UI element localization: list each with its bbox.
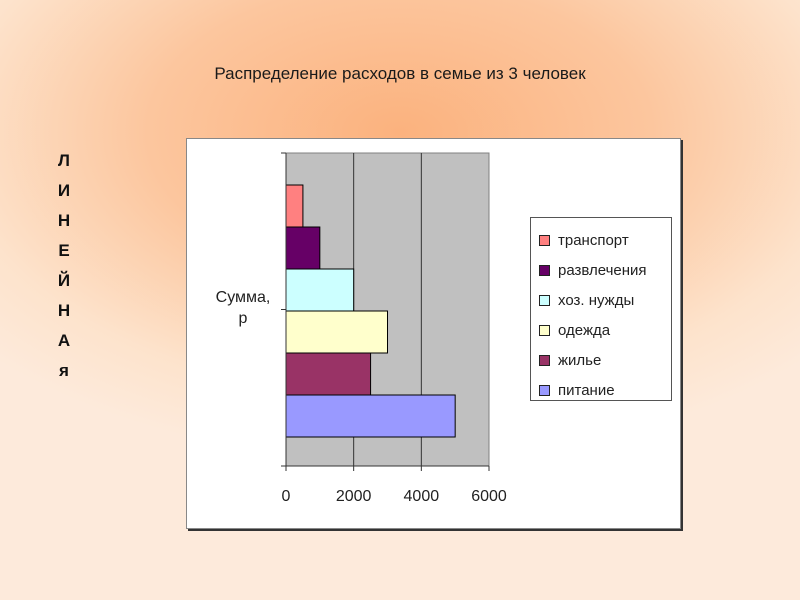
legend-label: транспорт: [558, 231, 629, 249]
vertical-letter: И: [57, 181, 71, 200]
bar: [285, 268, 355, 312]
legend-item: развлечения: [531, 255, 671, 285]
legend-item: питание: [531, 375, 671, 405]
chart-container: 0 2000 4000 6000 Сумма, р транспорт развлече…: [186, 138, 681, 529]
bar: [285, 226, 321, 270]
legend-label: хоз. нужды: [558, 291, 635, 309]
legend-item: одежда: [531, 315, 671, 345]
y-category-label: Сумма, р: [215, 289, 271, 327]
x-tick-label: 4000: [404, 488, 440, 505]
legend-swatch: [539, 234, 550, 246]
legend-label: одежда: [558, 321, 611, 339]
bar: [285, 352, 372, 396]
legend-label: развлечения: [558, 261, 647, 279]
vertical-word: Л И Н Е Й Н А я: [52, 148, 76, 388]
legend-swatch: [539, 294, 550, 306]
chart-plot: 0 2000 4000 6000: [281, 152, 507, 505]
bar: [285, 184, 304, 228]
legend-item: транспорт: [531, 225, 671, 255]
vertical-letter: А: [57, 331, 71, 350]
legend-label: жилье: [558, 351, 602, 369]
bar: [285, 310, 388, 354]
chart-legend: транспорт развлечения хоз. нужды одежда …: [530, 217, 672, 401]
vertical-letter: Й: [57, 271, 71, 290]
legend-swatch: [539, 264, 550, 276]
legend-label: питание: [558, 381, 615, 399]
vertical-letter: Е: [58, 241, 70, 260]
vertical-letter: Л: [58, 151, 70, 170]
slide-title: Распределение расходов в семье из 3 чело…: [214, 64, 586, 83]
x-tick-label: 0: [282, 488, 291, 505]
legend-swatch: [539, 384, 550, 396]
x-tick-label: 2000: [336, 488, 372, 505]
legend-swatch: [539, 324, 550, 336]
bar: [285, 394, 456, 438]
legend-swatch: [539, 354, 550, 366]
vertical-letter: Н: [57, 211, 71, 230]
vertical-letter: я: [59, 361, 69, 380]
vertical-letter: Н: [57, 301, 71, 320]
legend-item: жилье: [531, 345, 671, 375]
x-tick-label: 6000: [471, 488, 507, 505]
legend-item: хоз. нужды: [531, 285, 671, 315]
